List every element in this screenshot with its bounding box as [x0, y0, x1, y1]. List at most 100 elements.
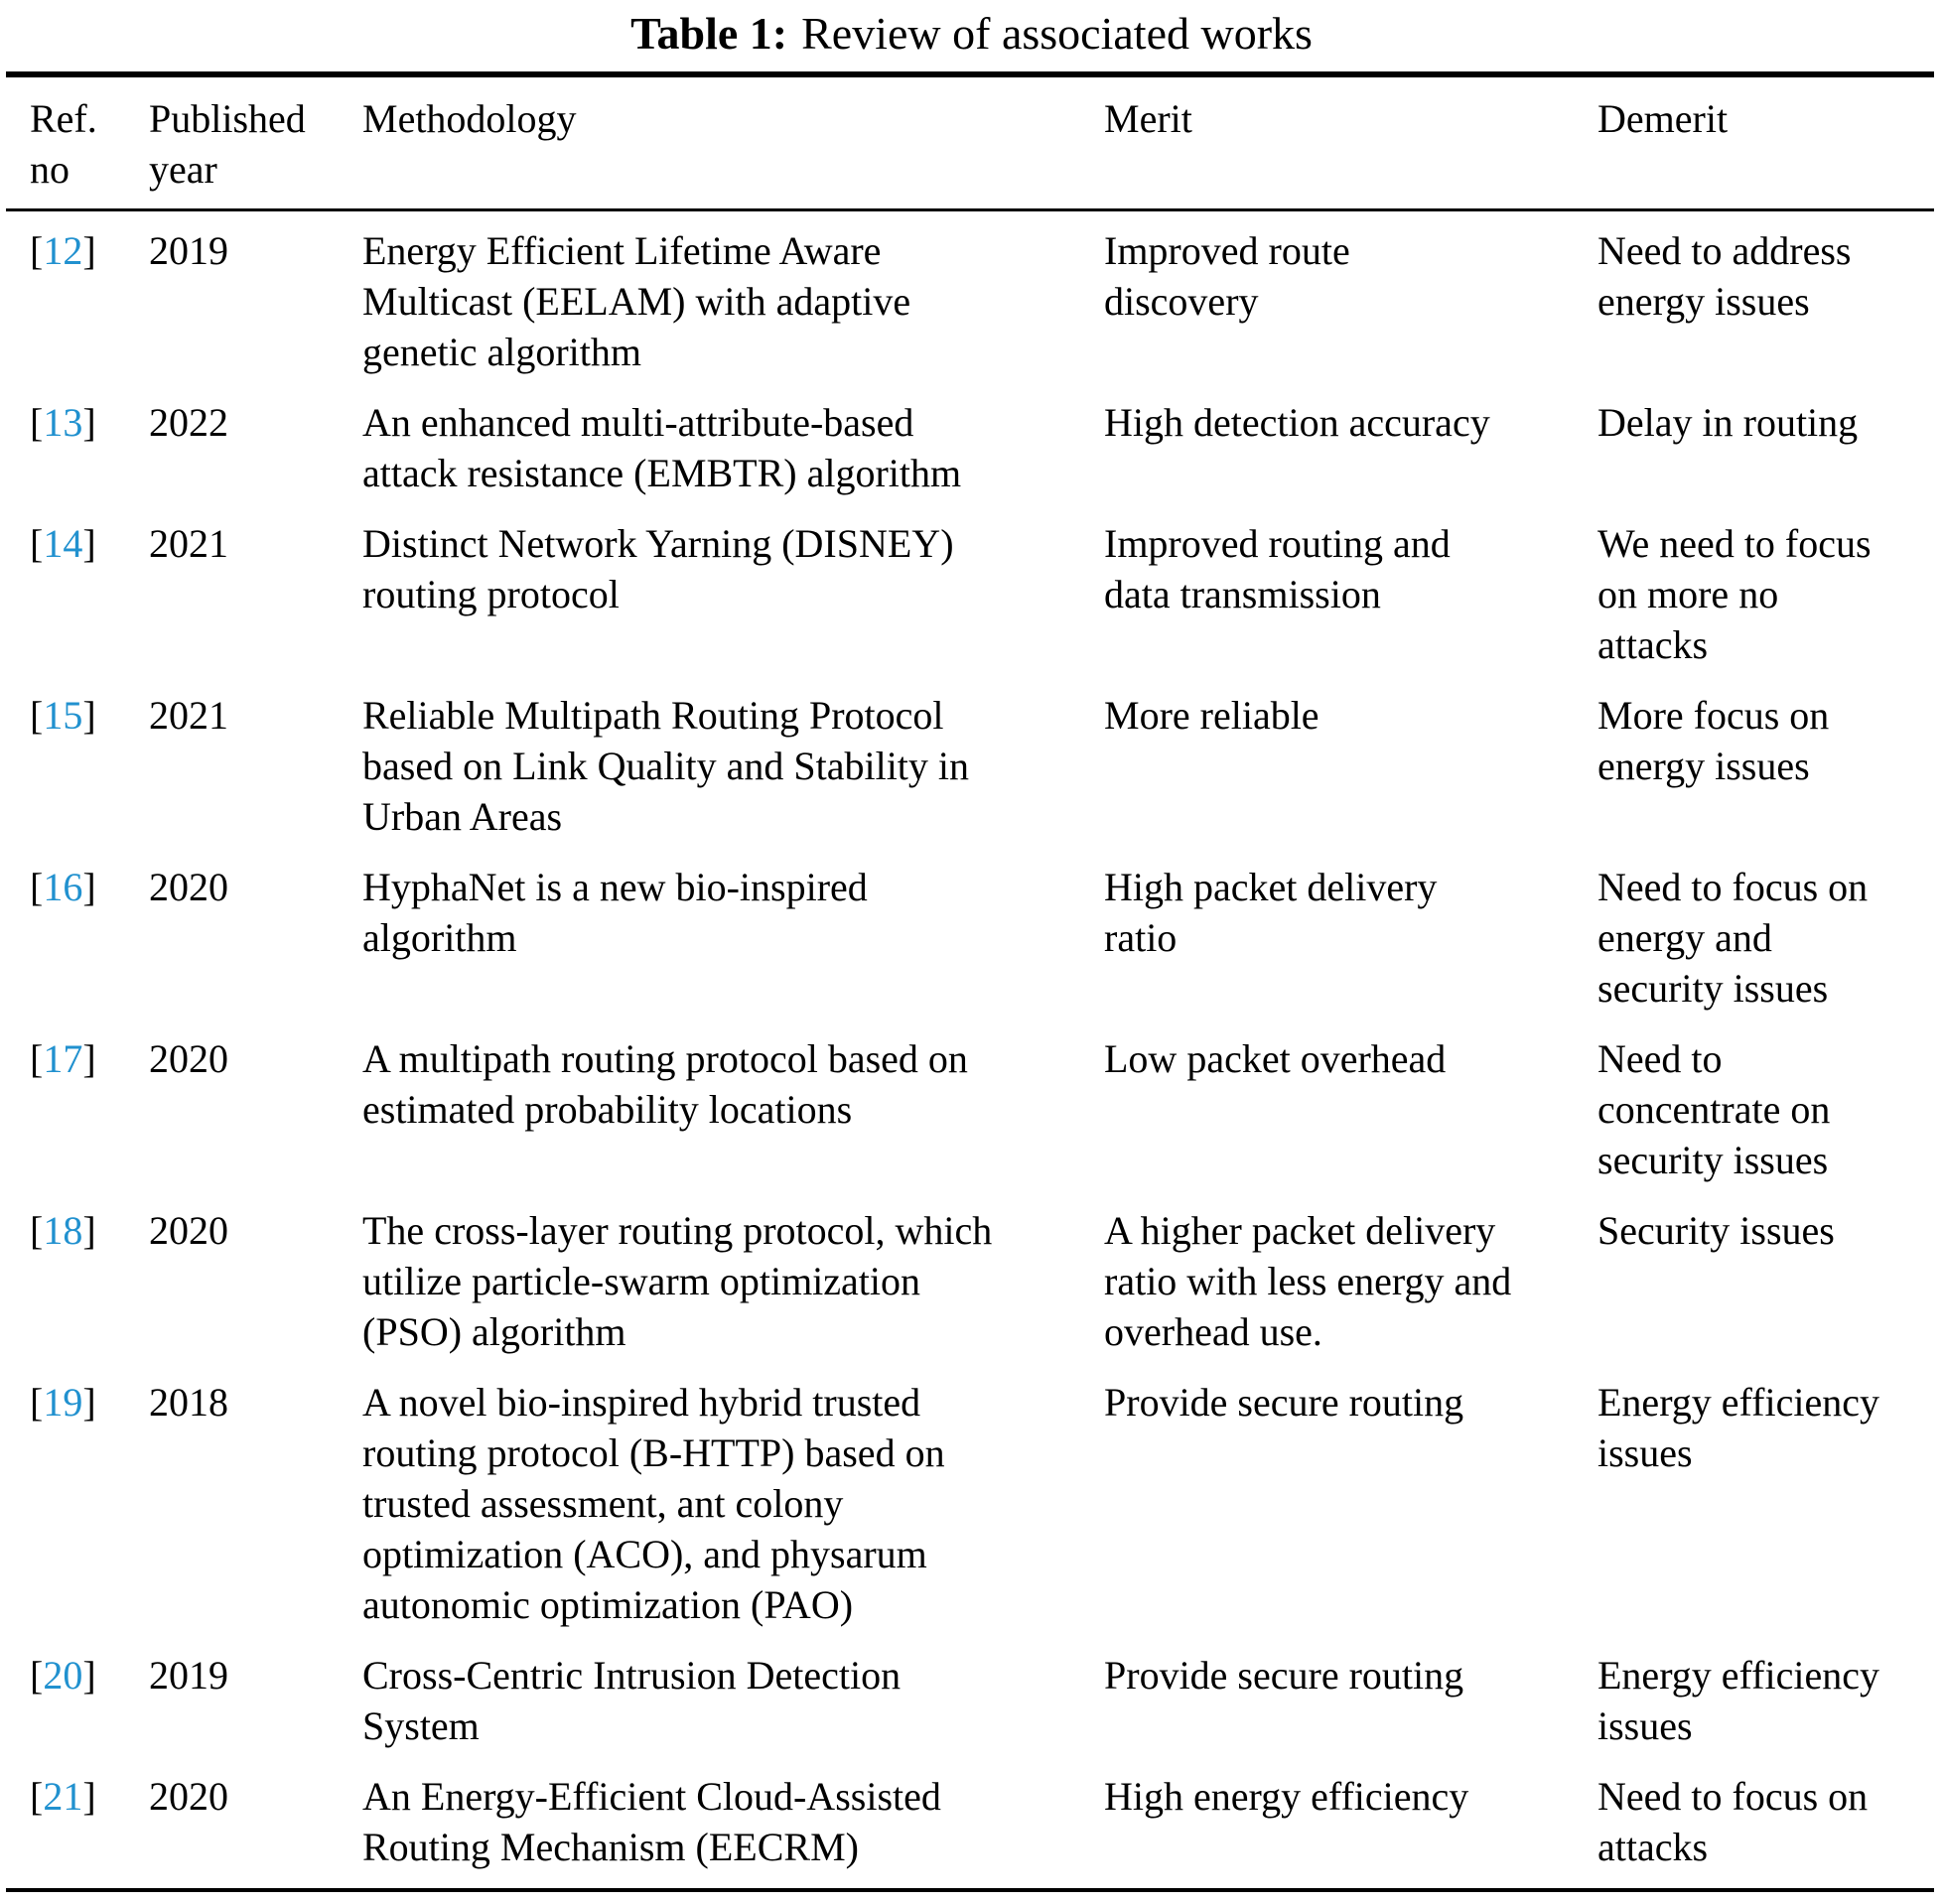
methodology-cell: The cross-layer routing protocol, which …	[362, 1208, 993, 1354]
citation-bracket: [	[30, 1208, 44, 1253]
citation-bracket: ]	[82, 1653, 96, 1698]
col-header-demerit: Demerit	[1597, 74, 1934, 211]
ref-cell: [13]	[6, 397, 149, 518]
merit-cell: Improved route discovery	[1104, 228, 1350, 324]
citation-bracket: [	[30, 400, 44, 445]
col-header-merit: Merit	[1104, 74, 1597, 211]
citation-bracket: ]	[82, 693, 96, 738]
methodology-cell: Cross-Centric Intrusion Detection System	[362, 1653, 902, 1748]
table-caption-label: Table 1:	[630, 8, 788, 59]
methodology-cell: A novel bio-inspired hybrid trusted rout…	[362, 1380, 945, 1627]
ref-cell: [18]	[6, 1205, 149, 1377]
citation-link[interactable]: 17	[43, 1036, 83, 1081]
citation-bracket: ]	[82, 400, 96, 445]
methodology-cell: An enhanced multi-attribute-based attack…	[362, 400, 962, 495]
methodology-cell: A multipath routing protocol based on es…	[362, 1036, 968, 1132]
year-cell: 2020	[149, 1036, 228, 1081]
citation-bracket: [	[30, 865, 44, 909]
year-cell: 2018	[149, 1380, 228, 1425]
merit-cell: Low packet overhead	[1104, 1036, 1447, 1081]
ref-cell: [14]	[6, 518, 149, 690]
merit-cell: High packet delivery ratio	[1104, 865, 1438, 960]
year-cell: 2021	[149, 693, 228, 738]
citation-bracket: [	[30, 693, 44, 738]
col-header-ref-no: Ref. no	[6, 74, 149, 211]
table-row: [14] 2021 Distinct Network Yarning (DISN…	[6, 518, 1934, 690]
year-cell: 2020	[149, 1774, 228, 1819]
header-row: Ref. no Published year Methodology Merit…	[6, 74, 1934, 211]
demerit-cell: Need to focus on attacks	[1597, 1774, 1869, 1869]
citation-link[interactable]: 14	[43, 521, 83, 566]
table-row: [13] 2022 An enhanced multi-attribute-ba…	[6, 397, 1934, 518]
demerit-cell: Need to concentrate on security issues	[1597, 1036, 1831, 1182]
year-cell: 2020	[149, 865, 228, 909]
demerit-cell: Security issues	[1597, 1208, 1835, 1253]
ref-cell: [15]	[6, 690, 149, 862]
year-cell: 2020	[149, 1208, 228, 1253]
citation-bracket: ]	[82, 1036, 96, 1081]
review-of-associated-works-table: Ref. no Published year Methodology Merit…	[6, 71, 1934, 1892]
methodology-cell: Distinct Network Yarning (DISNEY) routin…	[362, 521, 954, 616]
citation-bracket: ]	[82, 228, 96, 273]
citation-bracket: ]	[82, 865, 96, 909]
ref-cell: [19]	[6, 1377, 149, 1650]
year-cell: 2019	[149, 228, 228, 273]
merit-cell: High energy efficiency	[1104, 1774, 1469, 1819]
citation-link[interactable]: 16	[43, 865, 83, 909]
ref-cell: [17]	[6, 1033, 149, 1205]
table-row: [18] 2020 The cross-layer routing protoc…	[6, 1205, 1934, 1377]
methodology-cell: Reliable Multipath Routing Protocol base…	[362, 693, 970, 839]
citation-bracket: [	[30, 1653, 44, 1698]
citation-link[interactable]: 21	[43, 1774, 83, 1819]
citation-bracket: [	[30, 228, 44, 273]
demerit-cell: Delay in routing	[1597, 400, 1859, 445]
demerit-cell: Need to focus on energy and security iss…	[1597, 865, 1869, 1011]
col-header-methodology: Methodology	[362, 74, 1104, 211]
demerit-cell: Energy efficiency issues	[1597, 1380, 1879, 1475]
merit-cell: A higher packet delivery ratio with less…	[1104, 1208, 1512, 1354]
merit-cell: Provide secure routing	[1104, 1653, 1464, 1698]
table-row: [20] 2019 Cross-Centric Intrusion Detect…	[6, 1650, 1934, 1771]
year-cell: 2021	[149, 521, 228, 566]
citation-bracket: [	[30, 1036, 44, 1081]
citation-bracket: ]	[82, 521, 96, 566]
table-caption-text: Review of associated works	[801, 8, 1313, 59]
citation-bracket: [	[30, 1380, 44, 1425]
merit-cell: Improved routing and data transmission	[1104, 521, 1451, 616]
table-caption: Table 1: Review of associated works	[0, 0, 1943, 60]
citation-bracket: ]	[82, 1380, 96, 1425]
merit-cell: High detection accuracy	[1104, 400, 1490, 445]
citation-bracket: [	[30, 1774, 44, 1819]
citation-link[interactable]: 15	[43, 693, 83, 738]
methodology-cell: HyphaNet is a new bio-inspired algorithm	[362, 865, 868, 960]
table-row: [15] 2021 Reliable Multipath Routing Pro…	[6, 690, 1934, 862]
citation-bracket: [	[30, 521, 44, 566]
ref-cell: [16]	[6, 862, 149, 1033]
table-row: [16] 2020 HyphaNet is a new bio-inspired…	[6, 862, 1934, 1033]
ref-cell: [21]	[6, 1771, 149, 1890]
citation-link[interactable]: 13	[43, 400, 83, 445]
demerit-cell: More focus on energy issues	[1597, 693, 1830, 788]
table-row: [17] 2020 A multipath routing protocol b…	[6, 1033, 1934, 1205]
table-row: [12] 2019 Energy Efficient Lifetime Awar…	[6, 210, 1934, 398]
demerit-cell: Energy efficiency issues	[1597, 1653, 1879, 1748]
citation-link[interactable]: 20	[43, 1653, 83, 1698]
year-cell: 2019	[149, 1653, 228, 1698]
table-row: [19] 2018 A novel bio-inspired hybrid tr…	[6, 1377, 1934, 1650]
citation-link[interactable]: 18	[43, 1208, 83, 1253]
col-header-published-year: Published year	[149, 74, 362, 211]
citation-bracket: ]	[82, 1208, 96, 1253]
merit-cell: More reliable	[1104, 693, 1319, 738]
methodology-cell: An Energy-Efficient Cloud-Assisted Routi…	[362, 1774, 941, 1869]
demerit-cell: We need to focus on more no attacks	[1597, 521, 1872, 667]
table-row: [21] 2020 An Energy-Efficient Cloud-Assi…	[6, 1771, 1934, 1890]
citation-bracket: ]	[82, 1774, 96, 1819]
citation-link[interactable]: 12	[43, 228, 83, 273]
year-cell: 2022	[149, 400, 228, 445]
ref-cell: [12]	[6, 210, 149, 398]
methodology-cell: Energy Efficient Lifetime Aware Multicas…	[362, 228, 911, 374]
merit-cell: Provide secure routing	[1104, 1380, 1464, 1425]
demerit-cell: Need to address energy issues	[1597, 228, 1852, 324]
citation-link[interactable]: 19	[43, 1380, 83, 1425]
